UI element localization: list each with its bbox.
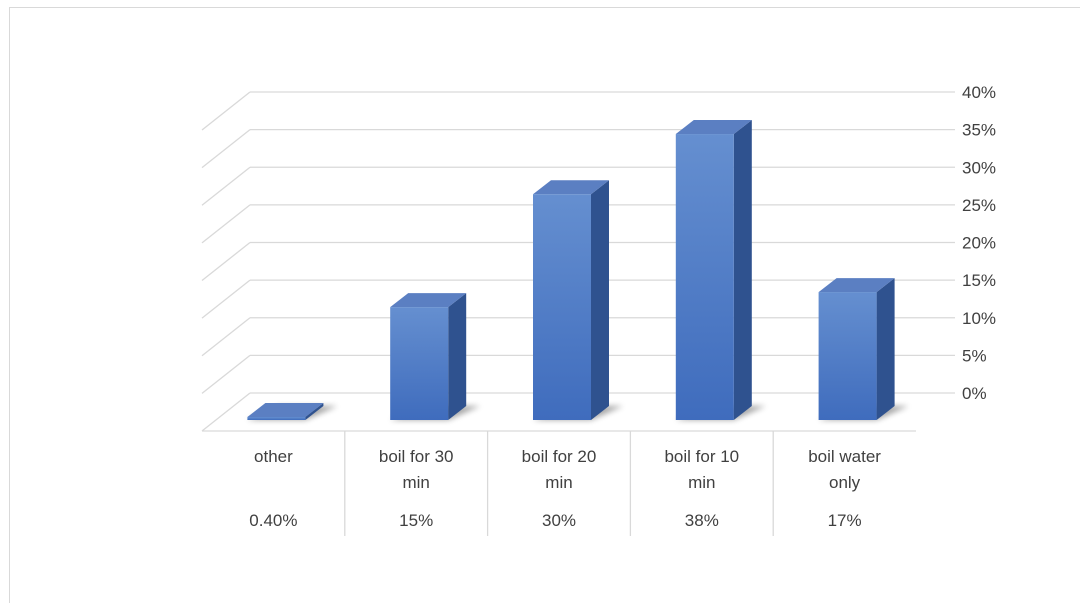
category-label: boil water	[808, 447, 881, 466]
chart-frame	[9, 7, 1080, 603]
y-axis-ticks: 0% 5% 10% 15% 20% 25% 30% 35% 40%	[962, 83, 996, 403]
bar-side	[591, 180, 609, 420]
bar	[247, 416, 306, 420]
bar-top	[247, 402, 324, 417]
y-tick-label: 30%	[962, 158, 996, 177]
y-tick-label: 0%	[962, 384, 987, 403]
category-label: min	[545, 473, 572, 492]
gridline-side	[201, 392, 251, 432]
bar-top	[675, 120, 752, 135]
gridline-side	[201, 129, 251, 169]
value-label: 0.40%	[249, 511, 297, 530]
gridline-side	[201, 166, 251, 206]
bar-top	[533, 180, 609, 195]
gridline-side	[201, 354, 251, 394]
category-label: boil for 30	[379, 447, 454, 466]
category-label: other	[254, 447, 293, 466]
category-label: boil for 20	[522, 447, 597, 466]
category-label: min	[402, 473, 429, 492]
y-tick-label: 10%	[962, 309, 996, 328]
y-tick-label: 5%	[962, 346, 987, 365]
gridline-side	[201, 279, 251, 319]
value-label: 30%	[542, 511, 576, 530]
bar-side	[305, 402, 324, 420]
bar	[818, 292, 877, 420]
bars	[247, 120, 895, 421]
gridline-side	[201, 317, 251, 357]
bar	[390, 307, 449, 420]
gridline-side	[201, 241, 251, 282]
data-table: other 0.40% boil for 30 min 15% boil for 20 mi…	[249, 431, 881, 536]
category-label: min	[688, 473, 715, 492]
y-tick-label: 25%	[962, 196, 996, 215]
bar-top	[390, 293, 467, 308]
bar-side	[733, 120, 752, 421]
y-tick-label: 35%	[962, 121, 996, 140]
category-label: only	[829, 473, 861, 492]
bar-side	[448, 293, 467, 420]
bar-top	[818, 278, 895, 293]
category-label: boil for 10	[664, 447, 739, 466]
gridline-side	[201, 204, 251, 244]
y-tick-label: 20%	[962, 234, 996, 253]
bar	[533, 194, 591, 420]
gridline-side	[201, 91, 251, 131]
bar	[675, 134, 734, 421]
value-label: 38%	[685, 511, 719, 530]
y-tick-label: 15%	[962, 271, 996, 290]
y-tick-label: 40%	[962, 83, 996, 102]
bar-side	[876, 278, 895, 420]
value-label: 17%	[828, 511, 862, 530]
value-label: 15%	[399, 511, 433, 530]
